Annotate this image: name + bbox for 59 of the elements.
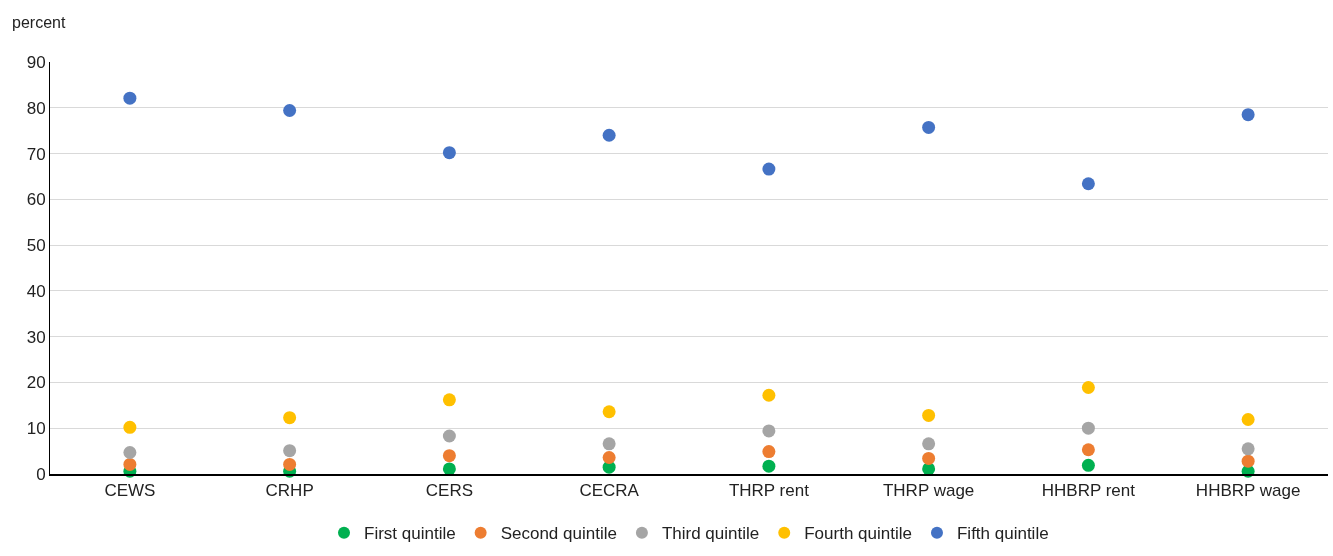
point — [922, 120, 936, 134]
point — [602, 405, 616, 419]
point — [762, 424, 776, 438]
point — [442, 462, 456, 476]
point — [762, 459, 776, 473]
point — [1081, 421, 1095, 435]
y-tick-label: 30 — [26, 327, 46, 347]
point — [442, 146, 456, 160]
y-tick-label: 60 — [26, 190, 46, 210]
point — [1081, 443, 1095, 457]
x-tick-label: CRHP — [265, 481, 314, 501]
point — [922, 437, 936, 451]
y-tick-label: 70 — [26, 144, 46, 164]
y-tick-label: 80 — [26, 98, 46, 118]
point — [602, 451, 616, 465]
point — [283, 457, 297, 471]
point — [1241, 454, 1255, 468]
point — [123, 420, 137, 434]
legend-label: Third quintile — [661, 524, 760, 544]
point — [123, 457, 137, 471]
point — [283, 104, 297, 118]
point — [442, 429, 456, 443]
point — [1081, 380, 1095, 394]
point — [283, 444, 297, 458]
point — [123, 445, 137, 459]
legend-label: Second quintile — [500, 524, 617, 544]
point — [123, 91, 137, 105]
point — [922, 451, 936, 465]
point — [1081, 177, 1095, 191]
x-tick-label: THRP rent — [728, 481, 810, 501]
legend-label: Fourth quintile — [804, 524, 912, 544]
point — [1081, 458, 1095, 472]
x-tick-label: CECRA — [579, 481, 640, 501]
y-tick-label: 20 — [26, 373, 46, 393]
x-tick-label: THRP wage — [882, 481, 975, 501]
x-tick-label: CERS — [425, 481, 473, 501]
point — [1241, 413, 1255, 427]
point — [762, 388, 776, 402]
y-tick-label: 50 — [26, 236, 46, 256]
point — [762, 445, 776, 459]
point — [442, 449, 456, 463]
y-tick-label: 40 — [26, 281, 46, 301]
point — [283, 411, 297, 425]
x-tick-label: HHBRP wage — [1195, 481, 1301, 501]
point — [602, 128, 616, 142]
legend-label: First quintile — [364, 524, 456, 544]
y-tick-label: 90 — [26, 52, 46, 72]
y-tick-label: 10 — [26, 419, 46, 439]
point — [602, 437, 616, 451]
point — [442, 393, 456, 407]
point — [1241, 108, 1255, 122]
y-axis-title: percent — [12, 14, 66, 31]
legend-label: Fifth quintile — [956, 524, 1049, 544]
point — [762, 162, 776, 176]
point — [922, 408, 936, 422]
point — [1241, 442, 1255, 456]
y-tick-label: 0 — [36, 464, 46, 484]
x-tick-label: HHBRP rent — [1041, 481, 1136, 501]
x-tick-label: CEWS — [104, 481, 156, 501]
